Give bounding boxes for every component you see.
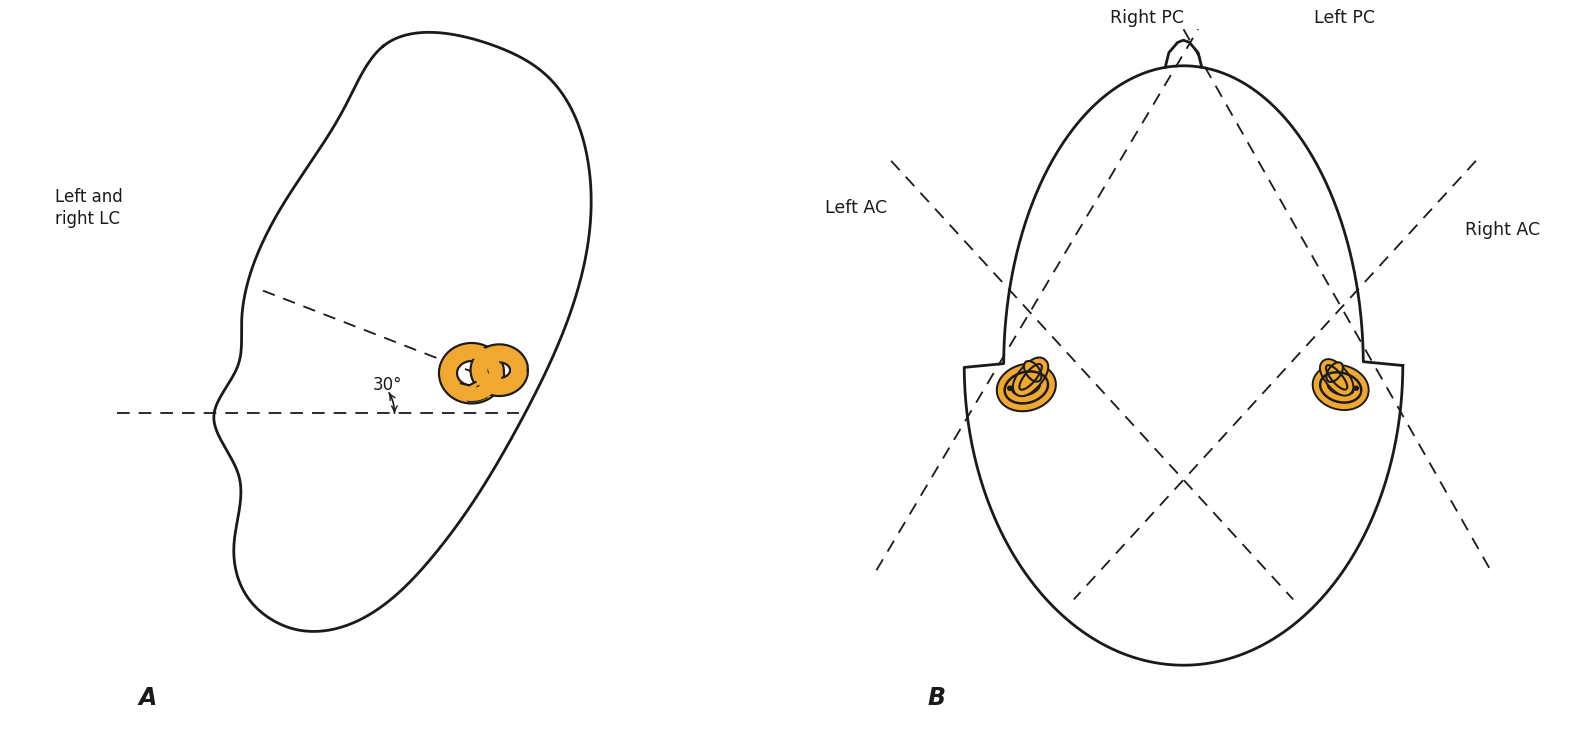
Polygon shape	[456, 379, 495, 401]
Ellipse shape	[477, 386, 484, 393]
Text: B: B	[928, 686, 945, 711]
Ellipse shape	[1354, 386, 1359, 390]
Text: Left and
right LC: Left and right LC	[55, 189, 123, 228]
Text: A: A	[139, 686, 156, 711]
Ellipse shape	[1024, 361, 1041, 382]
Ellipse shape	[1327, 363, 1343, 382]
Text: Left PC: Left PC	[1314, 10, 1374, 27]
Ellipse shape	[1008, 386, 1013, 390]
Text: Right PC: Right PC	[1109, 10, 1184, 27]
Text: Left AC: Left AC	[825, 200, 887, 217]
Text: Right AC: Right AC	[1464, 221, 1540, 239]
Text: 30°: 30°	[372, 376, 402, 394]
